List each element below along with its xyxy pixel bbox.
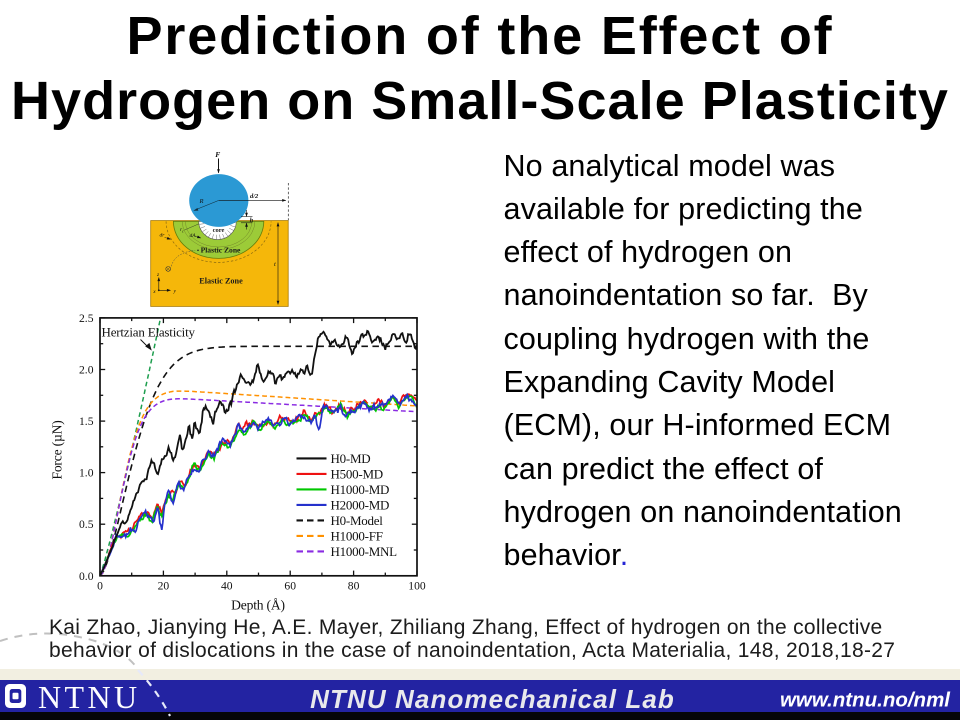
svg-text:h: h <box>250 218 254 224</box>
svg-text:d/2: d/2 <box>250 193 259 200</box>
svg-text:www.ntnu.no/nml: www.ntnu.no/nml <box>780 689 951 712</box>
svg-text:NTNU: NTNU <box>38 679 140 715</box>
svg-text:60: 60 <box>284 580 296 593</box>
svg-text:H500-MD: H500-MD <box>331 467 383 482</box>
svg-text:H1000-MD: H1000-MD <box>331 482 390 497</box>
svg-text:1.5: 1.5 <box>79 415 94 428</box>
svg-text:0: 0 <box>97 580 103 593</box>
svg-text:core: core <box>213 227 225 234</box>
svg-text:Plastic Zone: Plastic Zone <box>201 246 241 255</box>
svg-text:Elastic Zone: Elastic Zone <box>199 276 243 285</box>
svg-text:x: x <box>152 289 156 295</box>
svg-text:dA: dA <box>190 233 197 239</box>
svg-text:z: z <box>156 272 160 278</box>
svg-text:H1000-FF: H1000-FF <box>331 529 383 544</box>
svg-text:H0-Model: H0-Model <box>331 513 384 528</box>
svg-text:t: t <box>274 261 276 268</box>
svg-text:100: 100 <box>408 580 426 593</box>
svg-text:Hertzian Elasticity: Hertzian Elasticity <box>102 325 196 340</box>
svg-text:20: 20 <box>158 580 170 593</box>
svg-text:H2000-MD: H2000-MD <box>331 498 390 513</box>
svg-text:0.0: 0.0 <box>79 570 94 583</box>
svg-text:2.0: 2.0 <box>79 364 94 377</box>
svg-text:H0-MD: H0-MD <box>331 451 371 466</box>
svg-text:y: y <box>173 289 177 295</box>
svg-text:40: 40 <box>221 580 233 593</box>
svg-text:Force (µN): Force (µN) <box>50 420 66 479</box>
svg-text:R: R <box>199 198 204 205</box>
svg-text:Depth (Å): Depth (Å) <box>231 598 285 614</box>
svg-text:1.0: 1.0 <box>79 467 94 480</box>
svg-text:F: F <box>215 150 220 159</box>
svg-text:80: 80 <box>348 580 360 593</box>
svg-text:rc: rc <box>180 227 184 233</box>
svg-text:dr: dr <box>160 233 166 239</box>
svg-text:H1000-MNL: H1000-MNL <box>331 544 398 559</box>
svg-text:NTNU Nanomechanical Lab: NTNU Nanomechanical Lab <box>310 684 675 714</box>
svg-text:0.5: 0.5 <box>79 518 94 531</box>
svg-text:2.5: 2.5 <box>79 312 94 325</box>
